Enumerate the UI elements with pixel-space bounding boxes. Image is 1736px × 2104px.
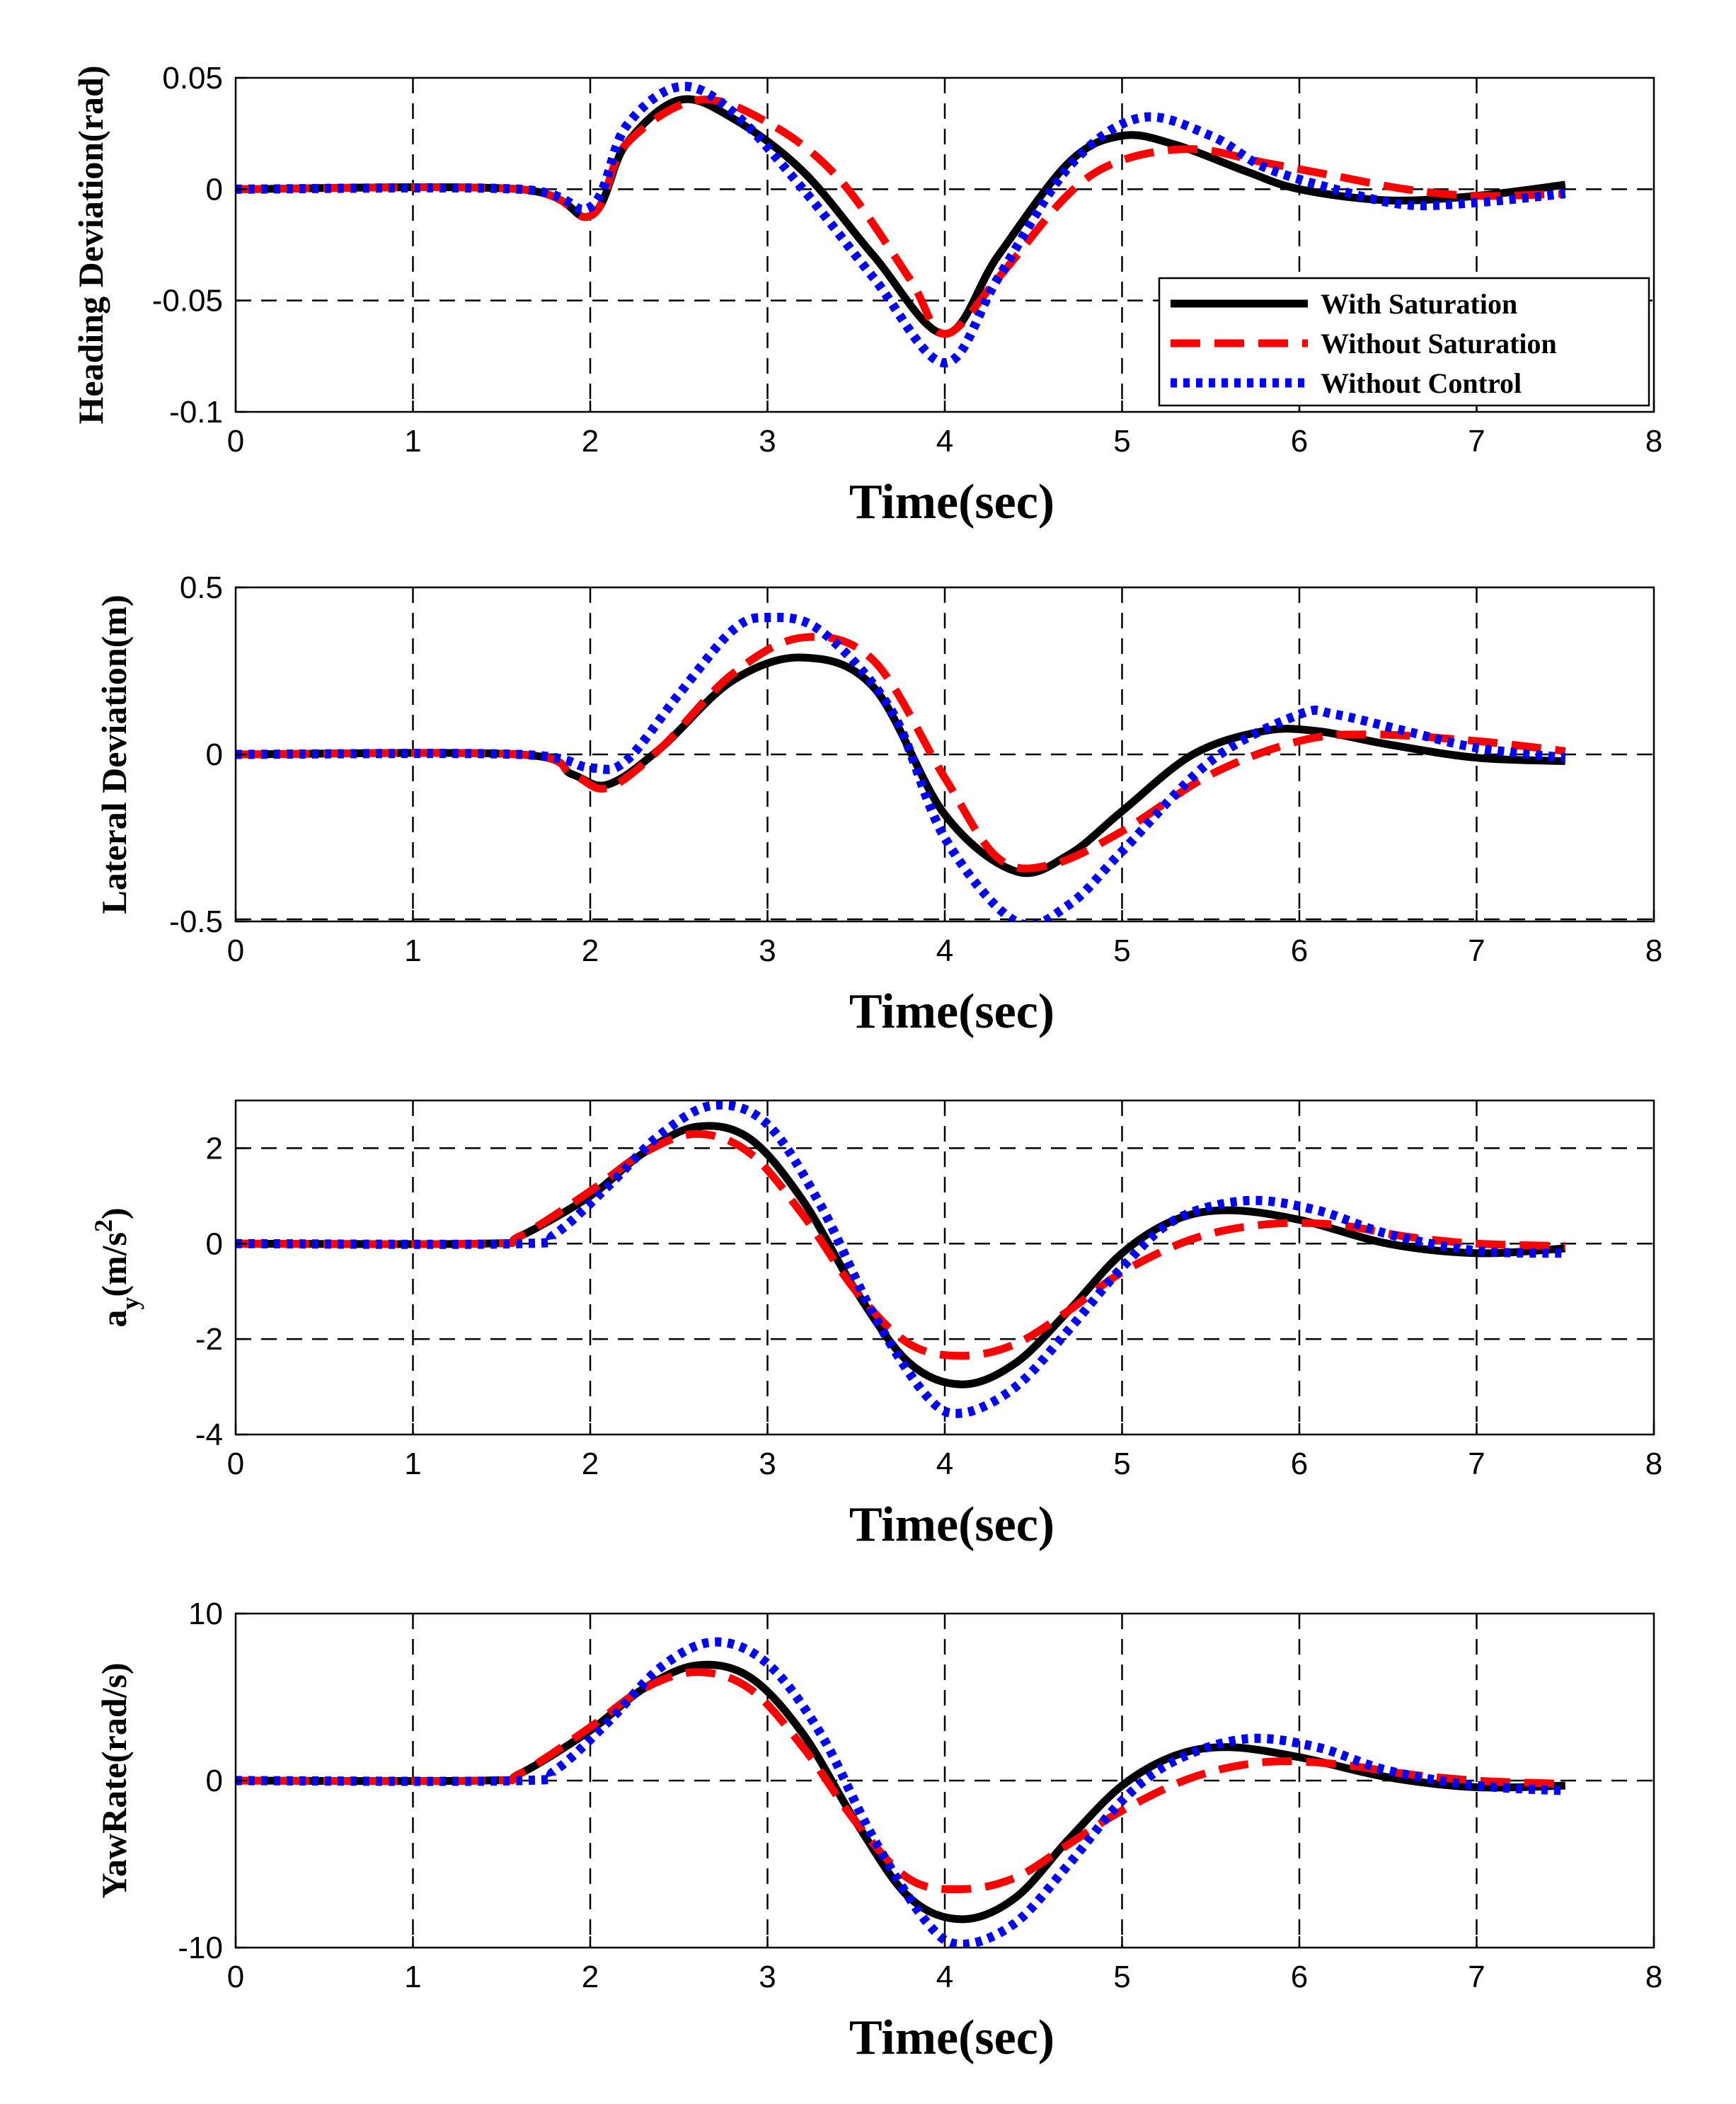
series-line-without-saturation	[236, 1129, 1565, 1360]
legend: With Saturation Without Saturation Without…	[1158, 277, 1650, 407]
x-tick-label: 0	[227, 1960, 244, 1994]
y-label-close: )	[94, 1207, 134, 1219]
x-tick-label: 4	[936, 1447, 953, 1481]
series-group	[236, 1637, 1566, 1948]
series-group	[236, 1100, 1566, 1418]
y-axis-label: ay(m/s2)	[89, 1207, 144, 1327]
series-line-without-control	[236, 81, 1566, 368]
x-tick-label: 5	[1113, 424, 1130, 459]
series-group	[236, 612, 1566, 921]
x-tick-label: 6	[1291, 424, 1308, 459]
x-tick-label: 3	[759, 1960, 776, 1994]
x-tick-label: 4	[936, 933, 953, 968]
y-tick-label: -0.5	[169, 904, 223, 939]
x-tick-label: 1	[404, 1960, 421, 1994]
x-tick-label: 7	[1468, 933, 1485, 968]
x-tick-label: 2	[582, 933, 599, 968]
y-tick-label: -2	[195, 1322, 223, 1357]
x-tick-label: 5	[1113, 1447, 1130, 1481]
series-line-without-saturation	[236, 1668, 1566, 1894]
y-tick-label: 0	[206, 1226, 223, 1261]
series-line-without-control	[236, 612, 1566, 921]
y-tick-label: 0	[206, 737, 223, 772]
x-axis-label: Time(sec)	[849, 984, 1054, 1039]
x-tick-label: 7	[1468, 1447, 1485, 1481]
y-axis-label: YawRate(rad/s)	[94, 1662, 134, 1898]
x-tick-label: 2	[582, 1447, 599, 1481]
legend-label: Without Control	[1321, 367, 1522, 399]
y-tick-label: 0	[206, 1764, 223, 1798]
x-axis-label: Time(sec)	[849, 2011, 1054, 2065]
x-tick-label: 5	[1113, 1960, 1130, 1994]
x-tick-label: 1	[404, 1447, 421, 1481]
x-tick-label: 6	[1291, 933, 1308, 968]
y-tick-label: 2	[206, 1131, 223, 1166]
chart-panel-1: 0 1 2 3 4 5 6 7 8 -0.1 -0.05 0 0.05 Time(sec) Heading …	[71, 61, 1662, 529]
y-label-base: a	[94, 1310, 134, 1328]
y-axis-label: Lateral Deviation(m)	[94, 594, 134, 914]
y-label-superscript: 2	[89, 1219, 117, 1232]
y-tick-label: 0.05	[162, 61, 223, 96]
x-tick-label: 4	[936, 424, 953, 459]
x-tick-label: 1	[404, 933, 421, 968]
x-tick-label: 1	[404, 424, 421, 459]
y-label-unit: (m/s	[94, 1232, 134, 1297]
x-tick-label: 8	[1645, 933, 1662, 968]
x-tick-label: 3	[759, 424, 776, 459]
series-line-without-saturation	[236, 96, 1565, 338]
y-tick-label: -0.05	[152, 284, 223, 318]
y-tick-label: 0.5	[180, 570, 223, 605]
y-tick-label: 0	[206, 172, 223, 207]
x-tick-label: 6	[1291, 1960, 1308, 1994]
x-tick-label: 6	[1291, 1447, 1308, 1481]
x-tick-label: 8	[1645, 1960, 1662, 1994]
y-tick-label: -4	[195, 1418, 223, 1452]
x-tick-label: 8	[1645, 1447, 1662, 1481]
x-tick-label: 2	[582, 424, 599, 459]
x-tick-label: 7	[1468, 424, 1485, 459]
x-axis-label: Time(sec)	[849, 1497, 1054, 1552]
legend-label: With Saturation	[1321, 288, 1517, 320]
x-axis-label: Time(sec)	[849, 475, 1054, 529]
y-label-subscript: y	[116, 1297, 144, 1310]
x-tick-label: 0	[227, 1447, 244, 1481]
series-line-without-saturation	[236, 633, 1566, 873]
series-line-with-saturation	[236, 653, 1565, 878]
x-tick-label: 0	[227, 933, 244, 968]
y-axis-label: Heading Deviation(rad)	[71, 66, 110, 425]
y-tick-label: 10	[188, 1597, 223, 1631]
series-line-without-control	[236, 1100, 1565, 1418]
y-tick-label: -0.1	[169, 395, 223, 430]
x-tick-label: 3	[759, 1447, 776, 1481]
x-tick-label: 8	[1645, 424, 1662, 459]
x-tick-label: 5	[1113, 933, 1130, 968]
series-group	[236, 81, 1566, 368]
x-tick-label: 4	[936, 1960, 953, 1994]
legend-label: Without Saturation	[1321, 328, 1557, 360]
y-tick-label: -10	[178, 1931, 223, 1965]
x-tick-label: 0	[227, 424, 244, 459]
x-tick-label: 3	[759, 933, 776, 968]
x-tick-label: 2	[582, 1960, 599, 1994]
x-tick-label: 7	[1468, 1960, 1485, 1994]
series-line-without-control	[236, 1637, 1566, 1948]
